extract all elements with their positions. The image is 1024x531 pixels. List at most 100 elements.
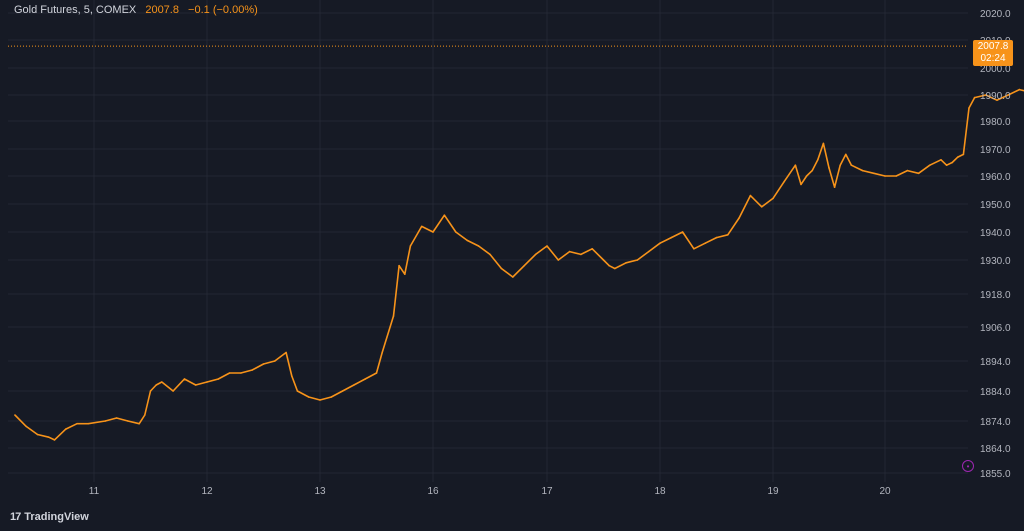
- data-point: [940, 159, 942, 161]
- y-tick-label: 1864.0: [980, 444, 1011, 455]
- data-point: [432, 231, 434, 233]
- data-point: [839, 164, 841, 166]
- data-point: [36, 433, 39, 436]
- data-point: [420, 225, 423, 228]
- data-point: [251, 369, 253, 371]
- y-tick-label: 1894.0: [980, 357, 1011, 368]
- data-point: [296, 390, 299, 392]
- data-point: [104, 420, 107, 422]
- data-point: [341, 390, 344, 392]
- y-tick-label: 1940.0: [980, 228, 1011, 239]
- data-point: [625, 262, 627, 264]
- data-point: [127, 420, 129, 422]
- y-tick-label: 1884.0: [980, 387, 1011, 398]
- data-point: [811, 169, 813, 172]
- data-point: [500, 267, 503, 270]
- data-point: [392, 315, 395, 317]
- y-tick-label: 1874.0: [980, 417, 1011, 428]
- y-tick-label: 1980.0: [980, 117, 1011, 128]
- chart-legend: Gold Futures, 5, COMEX 2007.8 −0.1 (−0.0…: [14, 4, 258, 16]
- tradingview-logo-icon: 17: [10, 511, 21, 523]
- price-series: [14, 88, 1024, 441]
- data-point: [917, 172, 920, 175]
- data-point: [307, 396, 310, 398]
- data-point: [693, 248, 695, 250]
- y-axis: 1855.0 1864.0 1874.0 1884.0 1894.0 1906.0 1918…: [980, 9, 1011, 480]
- data-point: [87, 422, 90, 425]
- price-tag-value: 2007.8: [977, 41, 1009, 52]
- data-point: [534, 253, 537, 256]
- data-point: [206, 381, 208, 383]
- data-point: [659, 242, 661, 244]
- data-point: [183, 378, 186, 380]
- y-tick-label: 1930.0: [980, 256, 1011, 267]
- data-point: [1018, 88, 1021, 91]
- data-point: [155, 384, 157, 386]
- data-point: [749, 194, 752, 197]
- data-point: [319, 399, 321, 401]
- x-tick-label: 17: [541, 486, 553, 497]
- data-point: [291, 375, 293, 377]
- data-point: [523, 264, 525, 267]
- data-point: [985, 94, 987, 96]
- data-point: [489, 253, 491, 256]
- y-tick-label: 1906.0: [980, 323, 1011, 334]
- y-tick-label: 2020.0: [980, 9, 1011, 20]
- data-point: [884, 175, 886, 177]
- data-point: [822, 142, 825, 145]
- tradingview-brand[interactable]: 17 TradingView: [10, 511, 89, 523]
- y-tick-label: 1960.0: [980, 172, 1011, 183]
- data-point: [149, 390, 152, 392]
- data-point: [580, 253, 582, 256]
- data-point: [364, 378, 367, 380]
- legend-last-price: 2007.8: [145, 4, 179, 16]
- x-axis: 11 12 13 16 17 18 19 20: [89, 486, 891, 497]
- price-tag-countdown: 02:24: [980, 53, 1006, 64]
- y-tick-label: 1855.0: [980, 469, 1011, 480]
- data-point: [636, 259, 639, 261]
- brand-name: TradingView: [24, 511, 89, 523]
- data-point: [945, 164, 948, 166]
- y-tick-label: 1970.0: [980, 145, 1011, 156]
- data-point: [512, 276, 514, 278]
- data-point: [906, 169, 909, 172]
- data-point: [602, 259, 605, 261]
- data-point: [546, 245, 548, 247]
- data-point: [375, 372, 378, 374]
- data-point: [274, 360, 276, 362]
- data-point: [381, 351, 384, 354]
- data-point: [715, 236, 718, 239]
- legend-change: −0.1 (−0.00%): [188, 4, 258, 16]
- clock-icon[interactable]: •: [962, 460, 974, 472]
- x-tick-label: 13: [314, 486, 326, 497]
- data-point: [1007, 94, 1009, 96]
- x-tick-label: 20: [879, 486, 891, 497]
- data-point: [783, 180, 785, 183]
- data-point: [409, 245, 412, 247]
- data-point: [951, 161, 953, 164]
- data-point: [647, 250, 650, 253]
- series-line: [14, 88, 1024, 441]
- last-price-tag: 2007.8 02:24: [973, 40, 1013, 66]
- data-point: [161, 381, 163, 383]
- data-point: [681, 231, 684, 233]
- data-point: [805, 175, 808, 177]
- data-point: [727, 234, 729, 236]
- data-point: [929, 164, 931, 166]
- data-point: [861, 169, 864, 172]
- data-point: [828, 167, 830, 169]
- data-point: [591, 248, 593, 250]
- x-tick-label: 18: [654, 486, 666, 497]
- data-point: [973, 96, 976, 99]
- data-point: [477, 245, 480, 247]
- data-point: [76, 422, 78, 425]
- data-point: [353, 384, 355, 386]
- data-point: [845, 153, 847, 156]
- x-tick-label: 19: [767, 486, 779, 497]
- data-point: [614, 267, 616, 270]
- y-tick-label: 1950.0: [980, 200, 1011, 211]
- data-point: [608, 264, 610, 267]
- data-point: [800, 183, 802, 186]
- data-point: [262, 363, 265, 365]
